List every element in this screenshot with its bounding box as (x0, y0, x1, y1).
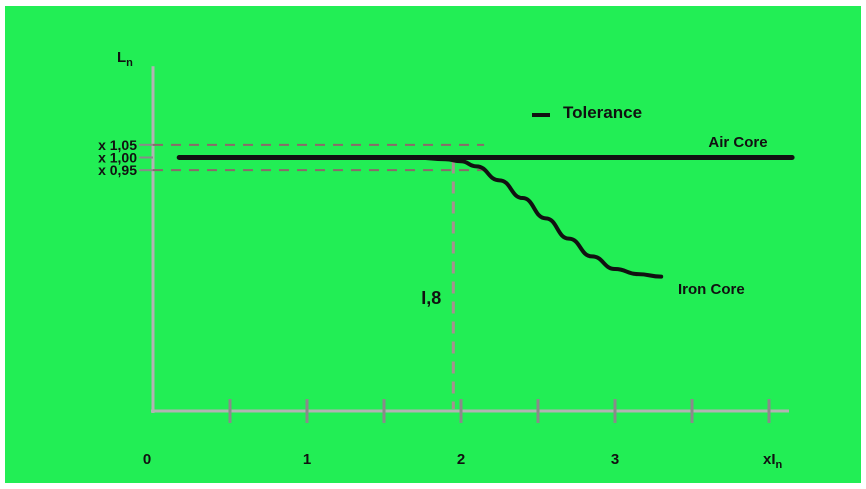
iron-core-curve (412, 155, 664, 279)
x-axis-label: xIn (763, 451, 783, 471)
x-tick-label: 1 (303, 451, 311, 468)
y-tick-label: x 1,00 (98, 150, 137, 166)
inductance-chart: 1 2 3 0 x 1,05x 1,00x 0,95 I,8 Air Core Iron Co… (98, 49, 795, 471)
air-core-label: Air Core (708, 134, 767, 151)
marker-label: I,8 (421, 288, 441, 308)
tolerance-legend-label: Tolerance (563, 103, 642, 122)
y-axis-label: Ln (117, 49, 133, 69)
x-axis-label-sub: n (776, 459, 783, 471)
x-axis-label-main: xI (763, 451, 776, 468)
origin-label: 0 (143, 451, 151, 468)
y-axis-label-main: L (117, 49, 126, 66)
y-tick-label: x 0,95 (98, 162, 137, 178)
x-tick-label: 3 (611, 451, 619, 468)
y-axis-label-sub: n (126, 57, 133, 69)
iron-core-label: Iron Core (678, 281, 745, 298)
x-tick-label: 2 (457, 451, 465, 468)
chart-frame: 1 2 3 0 x 1,05 x 1,00 x 0,95 I,8 Air Core Iron Co… (5, 6, 861, 483)
y-tick-label: x 1,05 (98, 137, 137, 153)
